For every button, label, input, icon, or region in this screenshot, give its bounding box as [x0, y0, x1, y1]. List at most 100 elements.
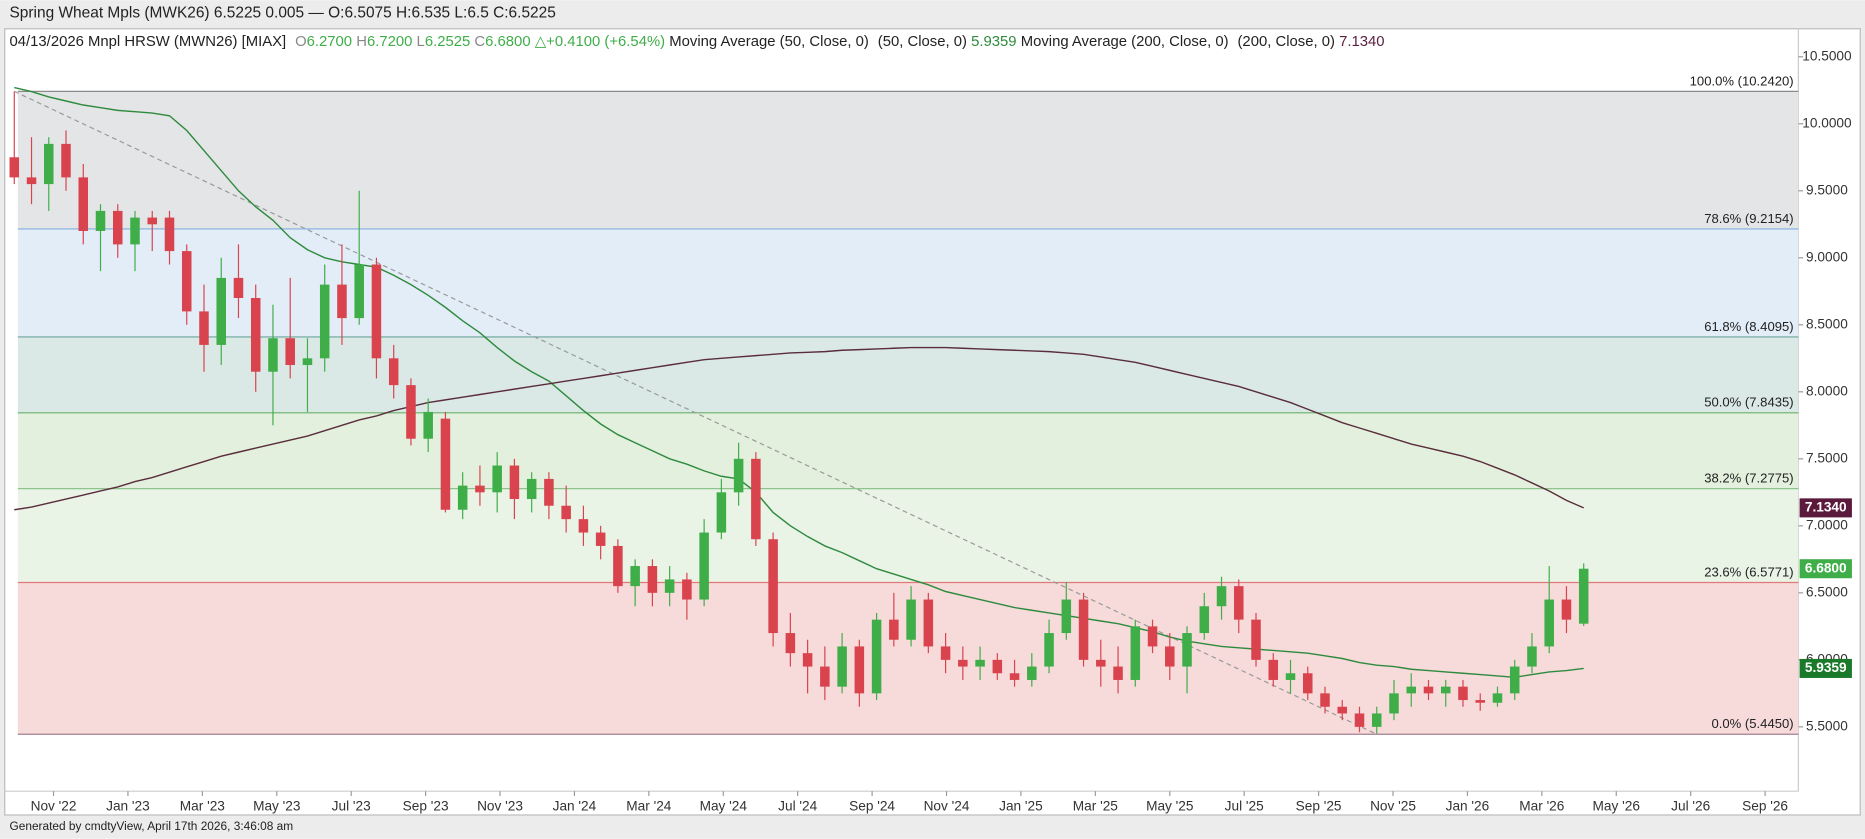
x-tick-label: May '25 — [1146, 798, 1194, 813]
candle-body — [785, 633, 796, 654]
x-tick-label: May '26 — [1593, 798, 1640, 813]
candle-body — [1113, 666, 1123, 680]
fib-zone — [17, 228, 1799, 337]
candle-body — [492, 465, 502, 493]
candle-body — [1578, 568, 1589, 624]
candle-body — [1423, 686, 1434, 694]
x-tick-label: Mar '24 — [626, 798, 672, 813]
candle-body — [1406, 686, 1416, 694]
candle-body — [26, 177, 37, 185]
candle-body — [250, 298, 261, 372]
candle-body — [1458, 686, 1468, 701]
candle-body — [1182, 633, 1192, 667]
ma-line — [14, 86, 1584, 678]
legend-value: 6.2525 — [425, 34, 470, 50]
legend-value: 6.6800 — [485, 34, 530, 50]
legend-ma-value: 7.1340 — [1339, 34, 1384, 50]
candle-body — [354, 264, 364, 319]
candle-body — [1389, 693, 1399, 714]
ma-line — [14, 346, 1584, 511]
candle-body — [1354, 713, 1365, 727]
candle-body — [768, 539, 778, 634]
candle-body — [1337, 706, 1348, 714]
candle-body — [457, 485, 468, 510]
x-tick-label: Nov '22 — [31, 798, 77, 813]
x-tick-label: Nov '25 — [1370, 798, 1416, 813]
candle-body — [388, 358, 399, 386]
x-tick-label: Jul '25 — [1225, 798, 1264, 813]
candle-body — [1044, 633, 1054, 667]
candle-body — [1130, 626, 1141, 680]
x-tick-label: Sep '25 — [1296, 798, 1342, 813]
candle-body — [1096, 659, 1106, 667]
candle-body — [44, 143, 54, 185]
candle-body — [164, 217, 175, 252]
candle-body — [630, 566, 640, 587]
candle-body — [906, 599, 916, 640]
candle-body — [1061, 599, 1072, 634]
y-tick-label: 10.5000 — [1802, 48, 1852, 63]
fib-label: 50.0% (7.8435) — [1704, 395, 1793, 410]
legend-change: △+0.4100 (+6.54%) — [535, 34, 665, 50]
fib-zone — [17, 488, 1799, 583]
candle-body — [9, 157, 20, 178]
candle-body — [1268, 659, 1279, 680]
candle-body — [1527, 646, 1537, 667]
legend: 04/13/2026 Mnpl HRSW (MWN26) [MIAX] O6.2… — [10, 34, 1385, 50]
x-tick-label: Mar '26 — [1519, 798, 1564, 813]
candle-body — [1216, 586, 1227, 607]
legend-date: 04/13/2026 — [10, 34, 84, 50]
price-badge — [1799, 559, 1852, 579]
fib-label: 78.6% (9.2154) — [1704, 211, 1793, 226]
candle-body — [319, 284, 330, 359]
plot — [9, 86, 1589, 735]
fib-zone — [17, 91, 1799, 229]
x-tick-label: Jul '26 — [1671, 798, 1710, 813]
fib-label: 0.0% (5.4450) — [1711, 716, 1793, 731]
candle-body — [406, 385, 416, 439]
y-tick-label: 6.5000 — [1806, 584, 1848, 599]
candle-body — [595, 532, 606, 546]
candle-body — [1371, 713, 1382, 727]
candle-body — [112, 210, 123, 245]
candle-body — [440, 418, 451, 510]
candle-body — [871, 619, 882, 694]
candle-body — [61, 143, 71, 178]
legend-ma-params: (50, Close, 0) — [878, 34, 967, 50]
candle-body — [1078, 599, 1089, 660]
price-badge — [1799, 658, 1852, 678]
candle-body — [820, 666, 830, 687]
legend-ma-name: Moving Average (50, Close, 0) — [669, 34, 869, 50]
x-tick-label: Sep '23 — [403, 798, 449, 813]
candle-body — [1165, 646, 1175, 667]
candle-body — [682, 579, 692, 600]
candle-body — [78, 177, 89, 231]
candle-body — [423, 411, 433, 439]
candle-body — [509, 465, 520, 500]
legend-value: 6.7200 — [367, 34, 412, 50]
y-tick-label: 7.0000 — [1806, 517, 1848, 532]
x-tick-label: Jul '23 — [332, 798, 371, 813]
candle-body — [992, 659, 1003, 674]
y-tick-label: 9.0000 — [1806, 249, 1848, 264]
candle-body — [199, 311, 209, 345]
candle-body — [371, 264, 382, 359]
candle-body — [1475, 700, 1485, 703]
candle-body — [130, 217, 140, 245]
candle-body — [578, 519, 589, 533]
candle-body — [1509, 666, 1520, 694]
x-tick-label: Jan '23 — [106, 798, 150, 813]
y-tick-label: 7.5000 — [1806, 450, 1848, 465]
fib-label: 38.2% (7.2775) — [1704, 471, 1793, 486]
candle-body — [1027, 666, 1037, 680]
legend-prefix: L — [417, 34, 425, 50]
x-tick-label: Nov '23 — [477, 798, 523, 813]
legend-prefix: O — [295, 34, 307, 50]
x-tick-label: Jan '25 — [999, 798, 1043, 813]
legend-ma-value: 5.9359 — [971, 34, 1016, 50]
price-badge-label: 6.6800 — [1805, 560, 1847, 575]
x-tick-label: Mar '25 — [1073, 798, 1119, 813]
fib-label: 23.6% (6.5771) — [1704, 564, 1793, 579]
